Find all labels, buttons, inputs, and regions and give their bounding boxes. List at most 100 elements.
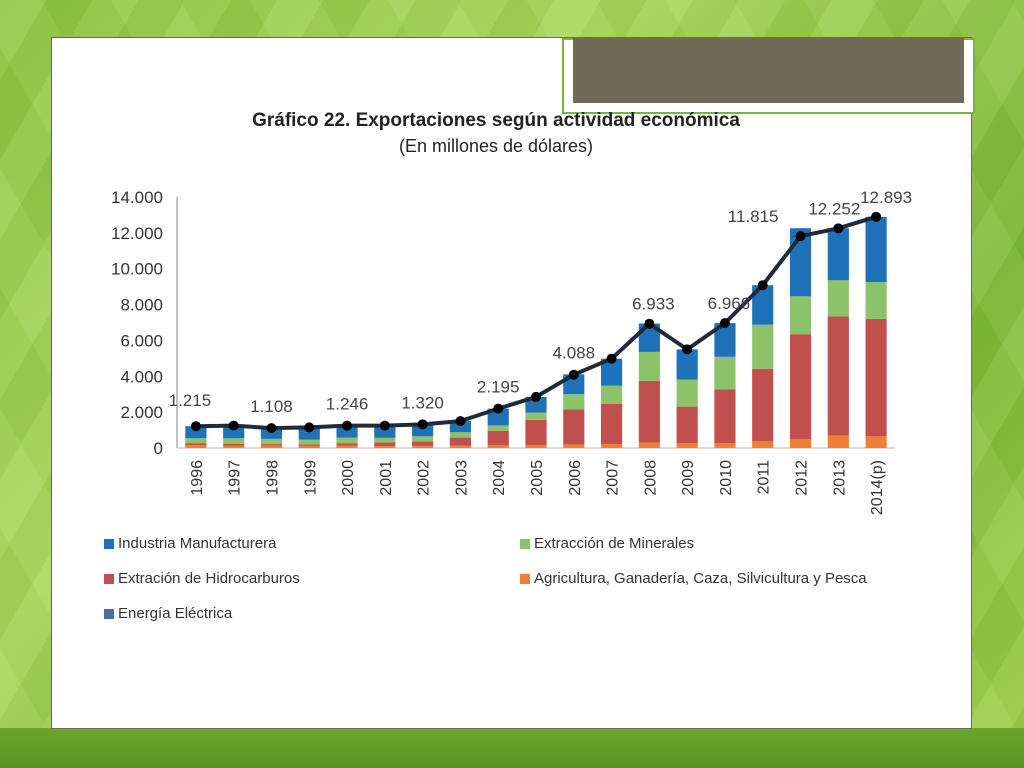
legend-swatch bbox=[520, 573, 530, 584]
bar-segment bbox=[865, 282, 887, 319]
bar-segment bbox=[185, 445, 207, 448]
total-point bbox=[757, 280, 768, 291]
data-label: 1.320 bbox=[401, 393, 444, 412]
bar-segment bbox=[676, 406, 698, 444]
bar-segment bbox=[638, 380, 660, 443]
bar-segment bbox=[563, 444, 585, 448]
x-tick-label: 2004 bbox=[491, 460, 508, 496]
bar-segment bbox=[185, 443, 207, 446]
total-point bbox=[493, 403, 504, 414]
bar-segment bbox=[298, 444, 320, 446]
y-tick-label: 6.000 bbox=[120, 331, 163, 350]
bar-segment bbox=[336, 443, 358, 446]
total-point bbox=[682, 344, 693, 355]
x-tick-label: 2000 bbox=[340, 460, 357, 496]
bar-segment bbox=[374, 425, 396, 438]
total-point bbox=[417, 419, 428, 430]
bar-segment bbox=[600, 444, 623, 448]
bar-segment bbox=[525, 444, 547, 448]
legend-swatch bbox=[104, 573, 114, 584]
bar-segment bbox=[298, 427, 320, 440]
bar-segment bbox=[714, 389, 736, 443]
x-tick-label: 2001 bbox=[378, 460, 395, 496]
total-point bbox=[795, 231, 806, 242]
legend-label: Extracción de Minerales bbox=[534, 535, 695, 552]
total-point bbox=[304, 422, 315, 433]
title-placeholder-fill bbox=[573, 38, 964, 103]
bar-segment bbox=[714, 442, 736, 448]
bar-segment bbox=[789, 439, 812, 448]
bottom-band bbox=[0, 728, 1024, 768]
data-label: 6.933 bbox=[632, 295, 675, 314]
x-tick-label: 2002 bbox=[416, 460, 433, 496]
legend-label: Agricultura, Ganadería, Caza, Silvicultu… bbox=[534, 570, 867, 587]
bar-segment bbox=[789, 334, 812, 440]
bar-segment bbox=[260, 444, 283, 446]
total-point bbox=[833, 223, 844, 234]
bar-segment bbox=[223, 445, 245, 448]
bar-segment bbox=[260, 439, 283, 445]
bar-segment bbox=[525, 396, 547, 413]
y-tick-label: 0 bbox=[154, 439, 163, 458]
x-tick-label: 2014(p) bbox=[869, 460, 886, 515]
slide-panel: Gráfico 22. Exportaciones según activida… bbox=[51, 37, 975, 729]
data-label: 4.088 bbox=[553, 344, 596, 363]
data-label: 11.815 bbox=[728, 207, 779, 226]
bar-segment bbox=[600, 403, 623, 445]
legend-label: Industria Manufacturera bbox=[118, 535, 277, 552]
x-tick-label: 2010 bbox=[718, 460, 735, 496]
legend-item: Agricultura, Ganadería, Caza, Silvicultu… bbox=[520, 570, 867, 587]
bar-segment bbox=[487, 425, 509, 431]
bar-segment bbox=[298, 439, 320, 445]
y-tick-label: 14.000 bbox=[111, 188, 163, 207]
x-tick-label: 2009 bbox=[680, 460, 697, 496]
legend-label: Energía Eléctrica bbox=[118, 605, 233, 622]
data-label: 2.195 bbox=[477, 378, 520, 397]
bar-segment bbox=[525, 412, 547, 420]
bar-segment bbox=[260, 428, 283, 439]
total-point bbox=[568, 369, 579, 380]
x-tick-label: 1997 bbox=[227, 460, 244, 496]
chart: Gráfico 22. Exportaciones según activida… bbox=[111, 110, 912, 515]
data-label: 12.252 bbox=[808, 199, 860, 218]
x-tick-label: 2008 bbox=[642, 460, 659, 496]
x-tick-label: 2013 bbox=[831, 460, 848, 496]
bar-segment bbox=[223, 443, 245, 446]
data-label: 6.966 bbox=[708, 294, 751, 313]
total-point bbox=[606, 353, 617, 364]
total-point bbox=[871, 211, 882, 222]
bar-segment bbox=[412, 436, 434, 442]
x-tick-label: 1999 bbox=[302, 460, 319, 496]
bar-segment bbox=[449, 432, 472, 438]
bar-segment bbox=[752, 285, 774, 325]
x-tick-label: 2003 bbox=[453, 460, 470, 496]
bar-segment bbox=[676, 349, 698, 380]
legend-item: Extración de Hidrocarburos bbox=[104, 570, 300, 587]
y-tick-label: 12.000 bbox=[111, 224, 163, 243]
bar-segment bbox=[412, 441, 434, 446]
legend-item: Extracción de Minerales bbox=[520, 535, 694, 552]
bar-segment bbox=[374, 437, 396, 443]
bar-segment bbox=[298, 445, 320, 448]
x-tick-label: 2011 bbox=[756, 460, 773, 495]
bar-segment bbox=[827, 228, 849, 281]
bar-segment bbox=[714, 323, 736, 357]
bar-segment bbox=[525, 419, 547, 445]
bar-segment bbox=[412, 424, 434, 437]
y-tick-label: 4.000 bbox=[120, 367, 163, 386]
legend-swatch bbox=[104, 608, 114, 619]
bar-segment bbox=[600, 385, 623, 404]
bar-segment bbox=[449, 437, 472, 446]
total-point bbox=[228, 420, 239, 431]
bar-segment bbox=[638, 352, 660, 381]
bar-segment bbox=[563, 394, 585, 410]
title-placeholder-box bbox=[562, 38, 975, 114]
total-point bbox=[531, 391, 541, 402]
data-label: 12.893 bbox=[860, 188, 912, 207]
total-point bbox=[379, 420, 390, 431]
bar-segment bbox=[752, 441, 774, 448]
bar-segment bbox=[827, 435, 849, 448]
legend-swatch bbox=[520, 538, 530, 549]
x-tick-label: 2007 bbox=[605, 460, 622, 496]
legend-item: Industria Manufacturera bbox=[104, 535, 276, 552]
